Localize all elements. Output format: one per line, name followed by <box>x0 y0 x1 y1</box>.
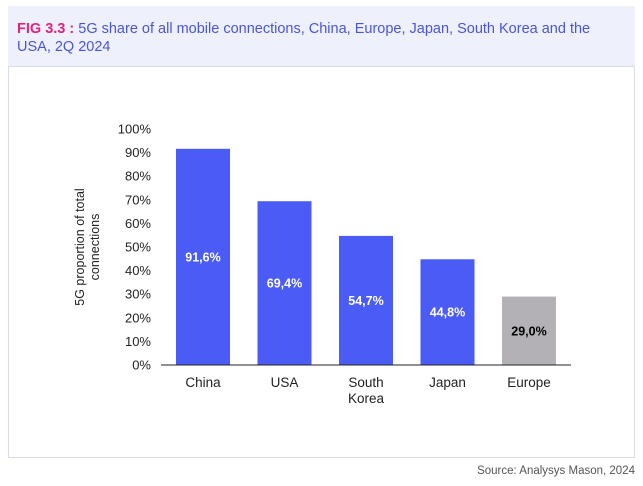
y-tick-label: 80% <box>125 169 151 184</box>
bar <box>176 148 230 365</box>
figure-title: 5G share of all mobile connections, Chin… <box>17 21 591 55</box>
bar <box>420 259 475 365</box>
bar <box>257 201 312 365</box>
data-label: 54,7% <box>348 294 383 308</box>
x-tick-label: Japan <box>429 375 466 390</box>
y-tick-label: 100% <box>118 122 152 137</box>
data-label: 69,4% <box>267 277 302 291</box>
y-tick-label: 10% <box>125 334 151 349</box>
y-tick-label: 20% <box>125 310 151 325</box>
y-tick-label: 0% <box>132 358 151 373</box>
chart-panel <box>8 66 635 458</box>
y-tick-label: 70% <box>125 192 151 207</box>
x-tick-label: USA <box>271 375 299 390</box>
bar <box>502 296 556 365</box>
figure-number: FIG 3.3 : <box>17 21 75 37</box>
y-axis-title: 5G proportion of total <box>73 188 87 305</box>
figure-header: FIG 3.3 : 5G share of all mobile connect… <box>8 6 635 66</box>
x-tick-label: Europe <box>507 375 551 390</box>
data-label: 91,6% <box>185 250 220 264</box>
x-tick-label: South <box>348 375 383 390</box>
data-label: 44,8% <box>430 306 465 320</box>
bar <box>339 235 393 365</box>
x-tick-label: China <box>185 375 221 390</box>
y-axis-title: connections <box>88 214 102 281</box>
x-tick-label: Korea <box>348 391 385 406</box>
y-tick-label: 60% <box>125 216 151 231</box>
y-tick-label: 40% <box>125 263 151 278</box>
data-label: 29,0% <box>511 324 546 338</box>
y-tick-label: 30% <box>125 287 151 302</box>
y-tick-label: 90% <box>125 145 151 160</box>
source-note: Source: Analysys Mason, 2024 <box>477 465 635 477</box>
y-tick-label: 50% <box>125 240 151 255</box>
